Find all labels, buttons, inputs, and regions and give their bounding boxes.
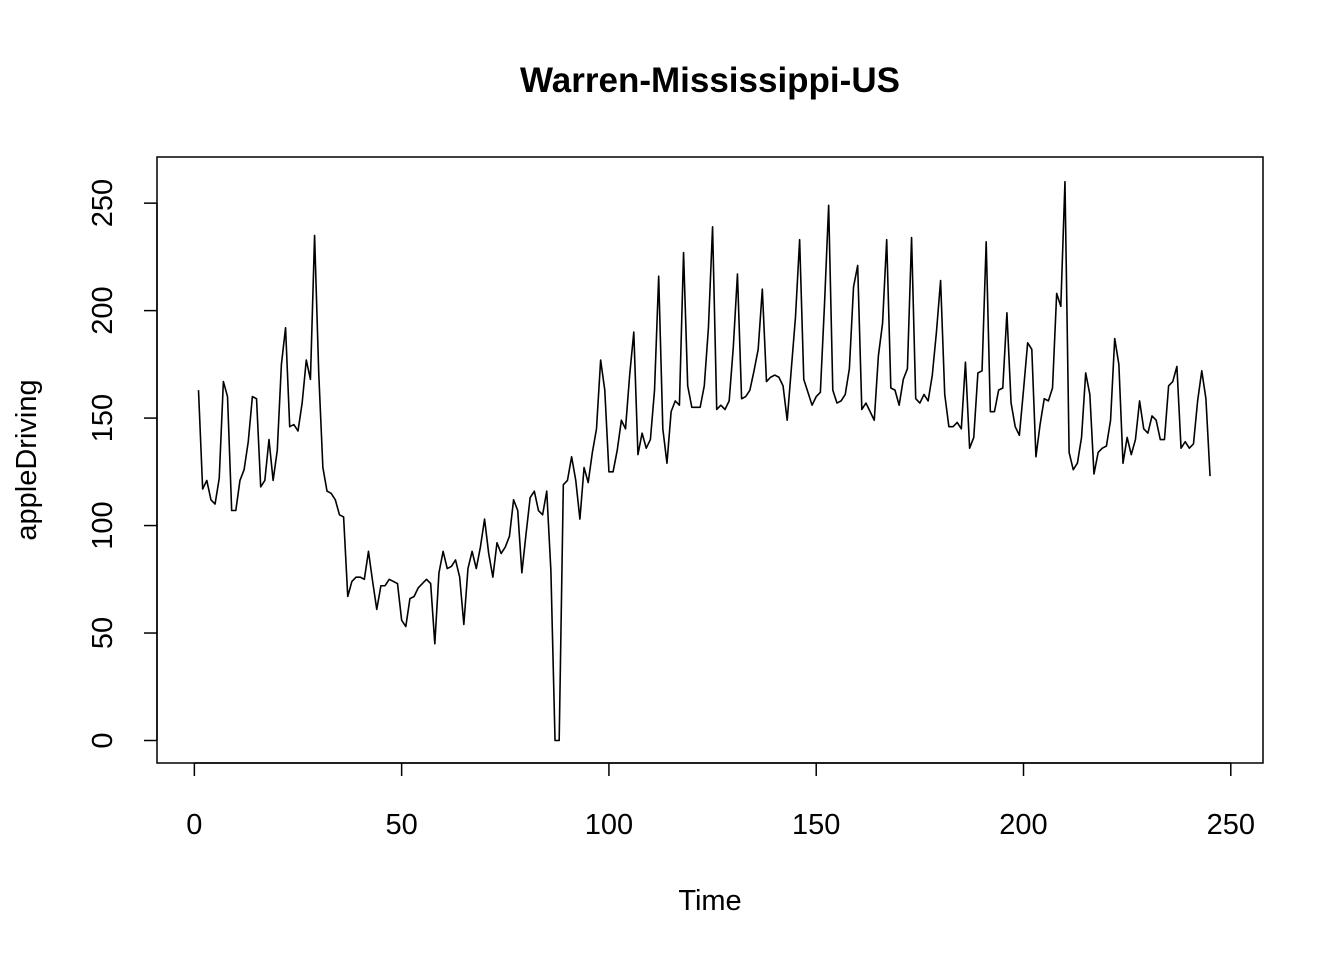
y-tick-label: 250 (87, 179, 119, 227)
x-tick-label: 50 (386, 809, 418, 841)
y-axis: 0 50 100 150 200 250 (87, 179, 158, 749)
chart-title: Warren-Mississippi-US (520, 61, 900, 100)
y-tick-label: 50 (87, 617, 119, 649)
x-axis: 0 50 100 150 200 250 (186, 762, 1255, 841)
x-tick-label: 150 (792, 809, 840, 841)
y-tick-label: 0 (87, 732, 119, 748)
y-tick-label: 150 (87, 394, 119, 442)
series-line-appleDriving (197, 180, 1211, 742)
x-tick-label: 100 (585, 809, 633, 841)
x-tick-label: 0 (186, 809, 202, 841)
y-axis-label: appleDriving (11, 379, 43, 540)
plot-area (197, 180, 1211, 742)
x-axis-label: Time (678, 885, 741, 917)
x-tick-label: 250 (1207, 809, 1255, 841)
y-tick-label: 200 (87, 286, 119, 334)
y-tick-label: 100 (87, 501, 119, 549)
x-tick-label: 200 (999, 809, 1047, 841)
